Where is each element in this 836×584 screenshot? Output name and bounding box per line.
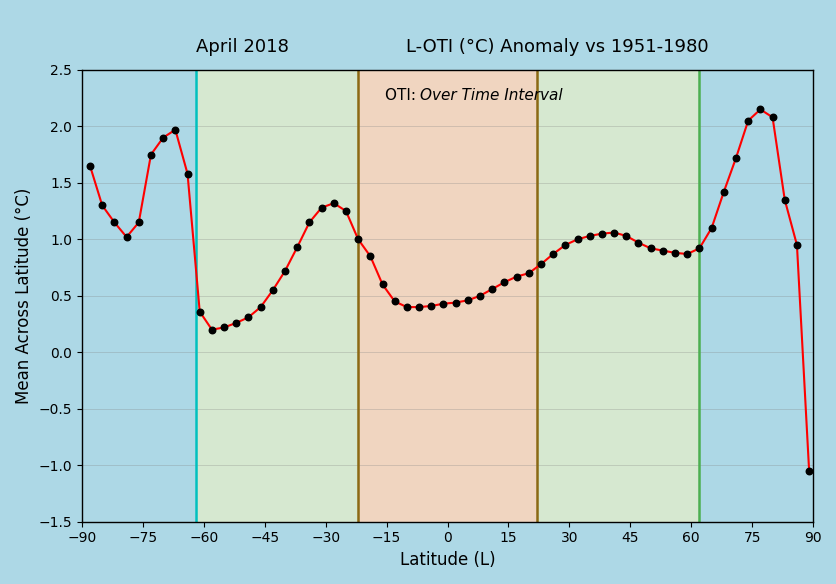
Text: L-OTI (°C) Anomaly vs 1951-1980: L-OTI (°C) Anomaly vs 1951-1980 [405,39,708,56]
Point [497,277,511,287]
Point [570,235,584,244]
Point [558,240,571,249]
Point [95,201,109,210]
Point [84,161,97,171]
Point [412,303,426,312]
Bar [536,70,699,522]
Point [607,228,620,237]
Y-axis label: Mean Across Latitude (°C): Mean Across Latitude (°C) [15,187,33,404]
Point [692,244,706,253]
Point [205,325,218,335]
Point [290,242,303,252]
X-axis label: Latitude (L): Latitude (L) [400,551,495,569]
Point [351,235,364,244]
Point [181,169,194,179]
Point [655,246,669,255]
Point [704,223,717,232]
Point [424,301,437,311]
Bar [699,70,813,522]
Point [229,318,242,328]
Point [375,280,389,289]
Point [583,231,596,241]
Point [546,249,559,259]
Point [485,284,498,294]
Bar [196,70,358,522]
Point [752,105,766,114]
Point [802,466,815,475]
Point [741,116,754,126]
Point [400,303,413,312]
Point [363,252,376,261]
Point [278,266,292,276]
Point [461,296,474,305]
Point [242,312,255,322]
Point [631,238,645,248]
Point [533,259,547,269]
Point [388,297,401,306]
Point [132,218,145,227]
Point [668,248,681,258]
Point [594,229,608,238]
Point [217,323,231,332]
Point [156,133,170,142]
Point [339,206,352,215]
Point [303,218,316,227]
Point [144,150,157,159]
Point [619,231,632,241]
Bar [82,70,196,522]
Point [327,199,340,208]
Point [120,232,133,242]
Bar [358,70,536,522]
Point [253,303,267,312]
Point [716,187,730,197]
Point [193,307,206,317]
Point [436,299,450,308]
Point [789,240,803,249]
Point [473,291,487,300]
Point [777,195,791,204]
Point [509,272,522,281]
Point [643,244,656,253]
Point [680,249,693,259]
Point [448,298,461,307]
Text: Over Time Interval: Over Time Interval [420,88,563,103]
Point [522,269,535,278]
Point [168,125,181,134]
Point [765,113,778,122]
Point [266,286,279,295]
Text: OTI:: OTI: [385,88,421,103]
Point [728,153,742,162]
Text: April 2018: April 2018 [196,39,289,56]
Point [108,218,121,227]
Point [314,203,328,213]
